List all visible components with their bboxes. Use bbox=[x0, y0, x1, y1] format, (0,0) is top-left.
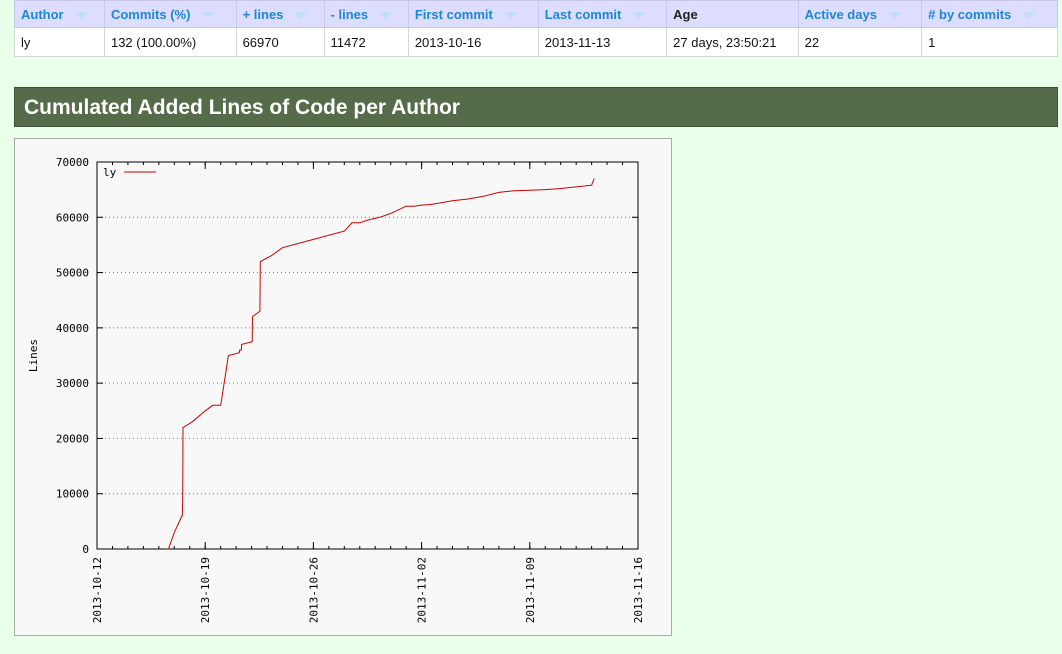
authors-table: Author Commits (%) + lines - lines First… bbox=[14, 0, 1058, 57]
y-tick-label: 60000 bbox=[56, 211, 89, 224]
y-tick-label: 50000 bbox=[56, 267, 89, 280]
cell-last-commit: 2013-11-13 bbox=[537, 27, 668, 57]
y-tick-label: 70000 bbox=[56, 156, 89, 169]
y-tick-label: 10000 bbox=[56, 488, 89, 501]
table-row: ly 132 (100.00%) 66970 11472 2013-10-16 … bbox=[14, 27, 1058, 57]
col-age-header: Age bbox=[666, 0, 799, 28]
y-tick-label: 0 bbox=[82, 543, 89, 556]
cell-commits: 132 (100.00%) bbox=[103, 27, 237, 57]
chart-container: 0 10000 20000 30000 40000 50000 60000 70000 2013… bbox=[14, 138, 672, 636]
section-title: Cumulated Added Lines of Code per Author bbox=[14, 87, 1058, 127]
plot-area bbox=[97, 162, 638, 549]
y-tick-label: 40000 bbox=[56, 322, 89, 335]
sort-icon[interactable] bbox=[1023, 11, 1036, 19]
cell-active-days: 22 bbox=[797, 27, 923, 57]
col-active-days-header[interactable]: Active days bbox=[797, 0, 923, 28]
cell-age: 27 days, 23:50:21 bbox=[666, 27, 799, 57]
plot-frame bbox=[96, 161, 639, 550]
y-tick-label: 30000 bbox=[56, 377, 89, 390]
sort-icon[interactable] bbox=[888, 11, 901, 19]
col-last-commit-header[interactable]: Last commit bbox=[537, 0, 668, 28]
sort-icon[interactable] bbox=[380, 11, 393, 19]
col-by-commits-header[interactable]: # by commits bbox=[921, 0, 1058, 28]
col-first-commit-header[interactable]: First commit bbox=[407, 0, 539, 28]
x-tick-label: 2013-10-12 bbox=[91, 557, 104, 623]
col-author-header[interactable]: Author bbox=[14, 0, 105, 28]
cell-author: ly bbox=[14, 27, 105, 57]
x-tick-label: 2013-11-16 bbox=[632, 557, 645, 623]
y-axis-label: Lines bbox=[27, 339, 40, 372]
y-tick-label: 20000 bbox=[56, 432, 89, 445]
legend-label: ly bbox=[103, 166, 117, 179]
col-plus-lines-header[interactable]: + lines bbox=[235, 0, 325, 28]
cell-by-commits: 1 bbox=[921, 27, 1058, 57]
sort-icon[interactable] bbox=[633, 11, 646, 19]
col-minus-lines-header[interactable]: - lines bbox=[323, 0, 409, 28]
x-tick-label: 2013-11-09 bbox=[524, 557, 537, 623]
sort-icon[interactable] bbox=[504, 11, 517, 19]
x-tick-label: 2013-10-26 bbox=[307, 557, 320, 623]
table-header-row: Author Commits (%) + lines - lines First… bbox=[14, 0, 1058, 28]
cell-plus-lines: 66970 bbox=[235, 27, 325, 57]
sort-icon[interactable] bbox=[75, 11, 88, 19]
cell-first-commit: 2013-10-16 bbox=[407, 27, 539, 57]
x-tick-label: 2013-11-02 bbox=[416, 557, 429, 623]
col-commits-header[interactable]: Commits (%) bbox=[103, 0, 237, 28]
cell-minus-lines: 11472 bbox=[323, 27, 409, 57]
x-tick-label: 2013-10-19 bbox=[199, 557, 212, 623]
sort-icon[interactable] bbox=[295, 11, 308, 19]
lines-chart: 0 10000 20000 30000 40000 50000 60000 70000 2013… bbox=[27, 156, 645, 623]
series-line-ly bbox=[167, 178, 595, 550]
sort-icon[interactable] bbox=[202, 11, 215, 19]
